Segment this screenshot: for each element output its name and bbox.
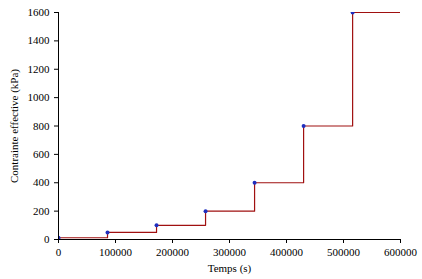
svg-text:0: 0	[56, 246, 62, 258]
svg-text:1400: 1400	[28, 34, 51, 46]
svg-text:Contrainte effective (kPa): Contrainte effective (kPa)	[8, 69, 21, 183]
svg-text:200000: 200000	[156, 246, 190, 258]
svg-text:1600: 1600	[28, 6, 51, 18]
svg-text:0: 0	[44, 233, 50, 245]
svg-text:1200: 1200	[28, 63, 51, 75]
svg-text:400: 400	[33, 176, 50, 188]
svg-text:800: 800	[33, 120, 50, 132]
svg-text:400000: 400000	[270, 246, 304, 258]
svg-text:300000: 300000	[213, 246, 247, 258]
svg-text:200: 200	[33, 205, 50, 217]
svg-text:1000: 1000	[28, 91, 51, 103]
svg-text:600: 600	[33, 148, 50, 160]
svg-text:100000: 100000	[99, 246, 133, 258]
svg-text:Temps (s): Temps (s)	[208, 262, 252, 275]
svg-text:600000: 600000	[384, 246, 418, 258]
svg-text:500000: 500000	[327, 246, 361, 258]
